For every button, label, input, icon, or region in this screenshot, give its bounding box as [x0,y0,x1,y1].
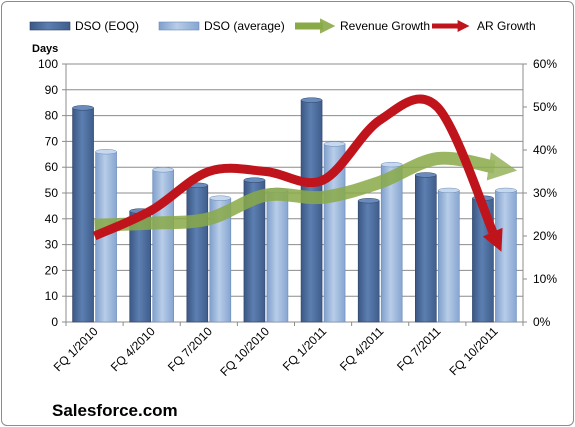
bar-dso-eoq [357,200,380,323]
bar-cap-dso-average [209,195,232,201]
right-tick-label: 0% [533,315,551,329]
x-tick-label: FQ 7/2010 [165,324,215,374]
series-line-revenue-growth [94,151,518,232]
bar-dso-average [495,190,517,323]
bar-cap-dso-eoq [72,105,94,111]
bar-cap-dso-eoq [415,172,437,178]
bar-cap-dso-average [95,149,117,155]
bar-cap-dso-eoq [300,97,323,103]
right-tick-label: 60% [533,57,557,71]
legend-label: DSO (EOQ) [75,19,139,33]
x-tick-label: FQ 1/2010 [51,324,101,374]
right-tick-label: 40% [533,143,557,157]
x-tick-label: FQ 7/2011 [394,324,444,374]
bar-dso-eoq [300,99,323,323]
right-tick-label: 10% [533,272,557,286]
left-tick-label: 70 [45,134,59,148]
left-tick-label: 50 [45,186,59,200]
right-tick-label: 30% [533,186,557,200]
bar-dso-average [266,190,289,323]
right-tick-label: 20% [533,229,557,243]
left-tick-label: 0 [51,315,58,329]
x-tick-label: FQ 4/2010 [108,324,158,374]
bar-cap-dso-average [495,187,517,194]
left-tick-label: 40 [45,212,59,226]
right-tick-label: 50% [533,100,557,114]
left-tick-label: 30 [45,238,59,252]
bar-dso-average [380,164,403,323]
legend-label: AR Growth [477,19,536,33]
bar-cap-dso-average [152,167,174,173]
source-label: Salesforce.com [52,401,178,420]
bar-cap-dso-eoq [243,177,266,183]
legend-swatch-dso-eoq [29,21,71,31]
left-tick-label: 10 [45,289,59,303]
bar-cap-dso-average [323,141,346,147]
bar-cap-dso-eoq [357,198,380,204]
bar-dso-eoq [415,174,437,323]
x-tick-label: FQ 4/2011 [337,324,387,374]
x-tick-label: FQ 1/2011 [280,324,330,374]
legend-label: DSO (average) [204,19,285,33]
legend-swatch-dso-average [158,21,200,31]
left-tick-label: 20 [45,263,59,277]
left-tick-label: 80 [45,109,59,123]
x-tick-label: FQ 10/2011 [446,324,500,378]
left-axis-title: Days [32,43,58,55]
left-tick-label: 90 [45,83,59,97]
bar-dso-average [438,190,460,323]
bar-cap-dso-average [380,161,403,168]
x-tick-label: FQ 10/2010 [217,324,272,379]
bar-cap-dso-average [438,187,460,194]
bar-dso-eoq [186,184,209,323]
left-tick-label: 100 [38,57,58,71]
series-line-ar-growth [92,94,503,252]
bar-dso-eoq [72,107,94,323]
legend-label: Revenue Growth [340,19,430,33]
left-tick-label: 60 [45,160,59,174]
